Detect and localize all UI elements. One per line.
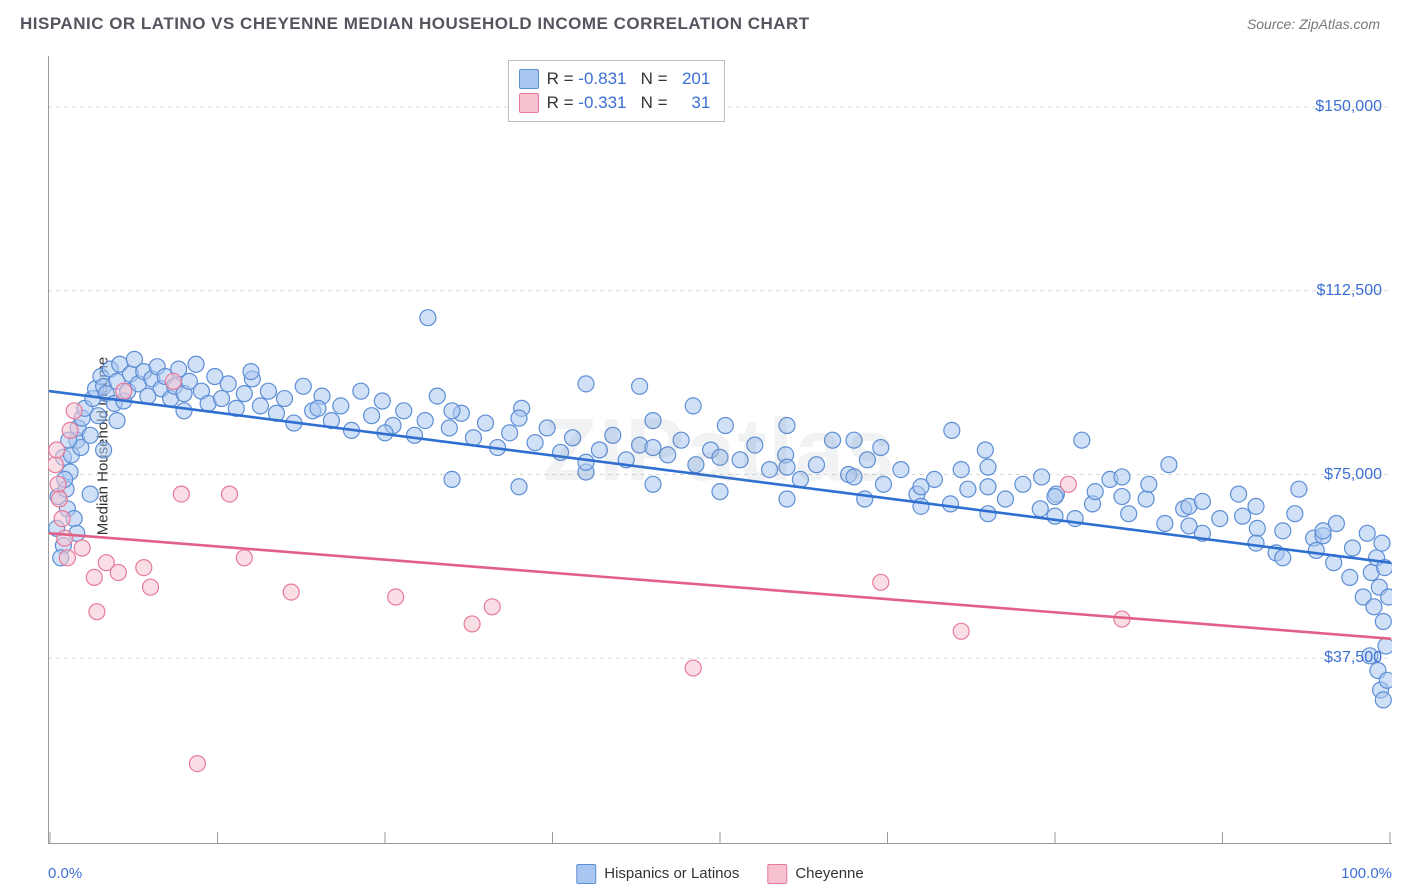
legend-swatch [519,69,539,89]
correlation-text: R = -0.331 N = 31 [547,91,711,115]
correlation-row: R = -0.331 N = 31 [519,91,711,115]
chart-title: HISPANIC OR LATINO VS CHEYENNE MEDIAN HO… [20,14,810,34]
legend-swatch [767,864,787,884]
legend-swatch [576,864,596,884]
chart-source: Source: ZipAtlas.com [1247,16,1380,32]
legend-item: Cheyenne [767,864,863,884]
y-tick-label: $37,500 [1324,649,1382,667]
legend-label: Hispanics or Latinos [604,865,739,882]
plot-area: ZIPatlas R = -0.831 N = 201R = -0.331 N … [48,56,1392,844]
scatter-chart-svg [48,56,1392,844]
correlation-text: R = -0.831 N = 201 [547,67,711,91]
x-axis-min-label: 0.0% [48,865,82,882]
correlation-row: R = -0.831 N = 201 [519,67,711,91]
series-legend: Hispanics or Latinos Cheyenne [576,864,863,884]
legend-item: Hispanics or Latinos [576,864,739,884]
y-tick-label: $112,500 [1316,282,1382,300]
correlation-legend-box: R = -0.831 N = 201R = -0.331 N = 31 [508,60,726,122]
legend-label: Cheyenne [795,865,863,882]
x-axis-max-label: 100.0% [1341,865,1392,882]
legend-swatch [519,93,539,113]
chart-header: HISPANIC OR LATINO VS CHEYENNE MEDIAN HO… [0,0,1406,34]
y-tick-label: $75,000 [1324,466,1382,484]
y-tick-label: $150,000 [1315,98,1382,116]
x-axis-row: 0.0% Hispanics or Latinos Cheyenne 100.0% [48,865,1392,882]
